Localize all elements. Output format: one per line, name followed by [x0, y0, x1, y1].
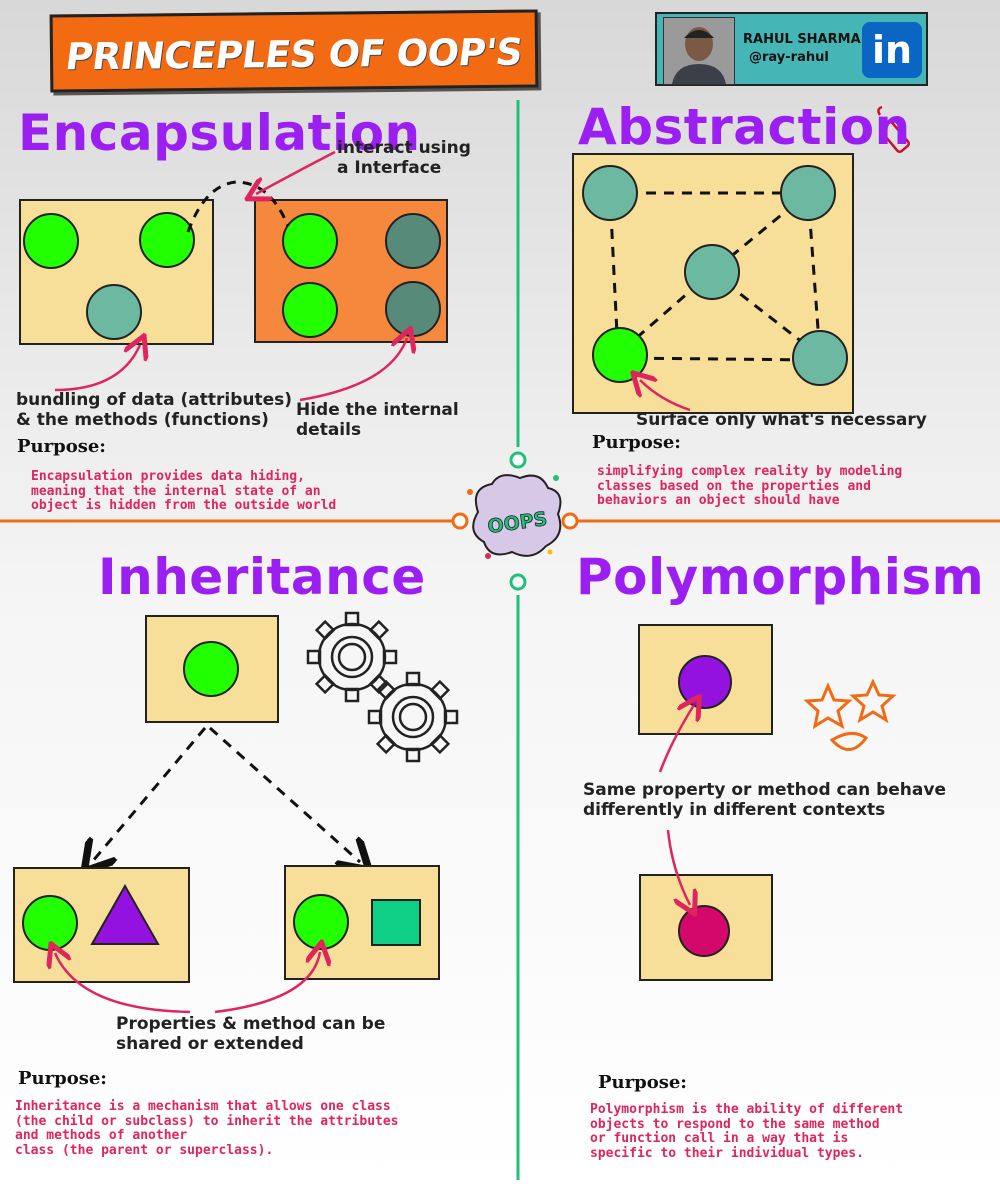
inherit-arrow-right [209, 726, 360, 862]
linkedin-icon[interactable]: in [862, 22, 922, 78]
stars-icon [803, 678, 897, 751]
author-handle[interactable]: @ray-rahul [749, 50, 829, 65]
encap-interface-member-1 [282, 213, 338, 269]
inherit-note-shared: Properties & method can be shared or ext… [116, 1014, 386, 1054]
inherit-purpose-label: Purpose: [18, 1068, 107, 1089]
abstraction-node-2 [780, 165, 836, 221]
poly-note-behave: Same property or method can behave diffe… [583, 780, 946, 820]
encap-note-hide: Hide the internal details [296, 400, 459, 440]
polymorphism-heading: Polymorphism [576, 548, 985, 606]
inheritance-heading: Inheritance [98, 548, 426, 606]
gears-icon [306, 611, 459, 763]
page-title: PRINCEPLES OF OOP'S [63, 30, 526, 79]
inherit-arrow-shared-1 [55, 953, 191, 1014]
abstraction-node-4 [792, 330, 848, 386]
abstraction-purpose-text: simplifying complex reality by modeling … [597, 464, 903, 508]
divider-right-knob [561, 512, 579, 530]
abstraction-arrow [640, 380, 691, 412]
encap-interface-member-2 [282, 282, 338, 338]
poly-arrow-up [658, 705, 694, 773]
inherit-purpose-text: Inheritance is a mechanism that allows o… [15, 1099, 399, 1158]
abstraction-exposed-node [592, 327, 648, 383]
poly-member-2 [678, 905, 730, 957]
inherit-arrow-shared-2 [214, 952, 320, 1014]
inherit-child2-inherited [293, 894, 349, 950]
abstraction-purpose-label: Purpose: [592, 432, 681, 453]
encap-hidden-member-2 [385, 281, 441, 337]
abstraction-note-surface: Surface only what's necessary [636, 410, 927, 430]
encapsulation-heading: Encapsulation [18, 104, 421, 162]
avatar [663, 17, 735, 85]
divider-left-knob [451, 512, 469, 530]
encap-note-interface: interact using a Interface [337, 138, 471, 178]
abstraction-node-1 [582, 165, 638, 221]
encap-private-member [86, 284, 142, 340]
abstraction-node-3 [684, 244, 740, 300]
poly-arrow-down [666, 829, 690, 905]
encap-arrow-bundling [54, 345, 140, 392]
divider-bottom-knob [509, 573, 527, 591]
inherit-arrow-left [92, 727, 207, 862]
encap-public-member-2 [139, 212, 195, 268]
abstraction-heading: Abstraction [578, 98, 911, 156]
title-banner: PRINCEPLES OF OOP'S [49, 9, 539, 93]
encap-note-bundling: bundling of data (attributes) & the meth… [16, 390, 293, 430]
poly-purpose-text: Polymorphism is the ability of different… [590, 1102, 904, 1161]
encap-hidden-member-1 [385, 213, 441, 269]
inherit-child2-extension [371, 899, 421, 946]
oops-badge-icon: OOPS [467, 474, 562, 559]
encap-public-member-1 [23, 213, 79, 269]
inherit-parent-member [183, 641, 239, 697]
encap-purpose-text: Encapsulation provides data hiding, mean… [31, 469, 337, 513]
encap-arrow-hide [299, 338, 407, 402]
inherit-child1-inherited [22, 895, 78, 951]
encap-purpose-label: Purpose: [17, 436, 106, 457]
inherit-child1-extension [90, 883, 160, 945]
encap-arrow-interface [256, 150, 336, 194]
poly-purpose-label: Purpose: [598, 1072, 687, 1093]
poly-member-1 [678, 655, 732, 709]
pen-tool-icon [877, 105, 911, 154]
author-name: RAHUL SHARMA [743, 32, 861, 47]
divider-top-knob [509, 451, 527, 469]
encap-link-dashed [186, 180, 290, 233]
author-card[interactable]: RAHUL SHARMA @ray-rahul in [655, 12, 928, 86]
